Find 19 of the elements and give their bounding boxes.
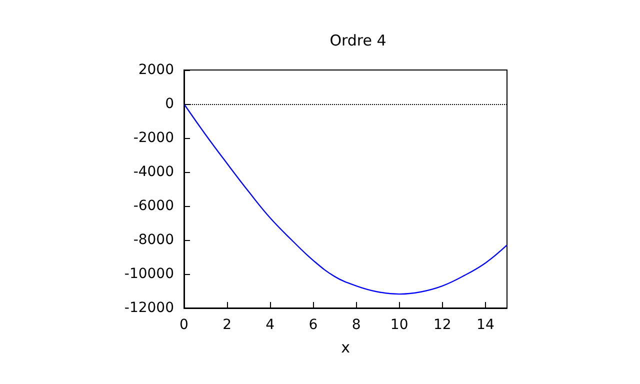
- y-tick-label: -4000: [133, 164, 174, 180]
- line-series: [183, 103, 508, 295]
- x-tick-label: 0: [180, 317, 188, 333]
- x-tick-label: 8: [352, 317, 361, 333]
- y-tick-label: -2000: [133, 130, 174, 146]
- x-tick-label: 12: [433, 317, 452, 333]
- y-tick-label: -8000: [133, 232, 174, 248]
- x-tick-label: 4: [266, 317, 275, 333]
- x-tick-label: 14: [476, 317, 494, 333]
- y-tick-label: -12000: [124, 300, 174, 316]
- x-tick-label: 10: [390, 317, 408, 333]
- x-axis-title: x: [341, 338, 350, 356]
- y-tick-label: 0: [165, 96, 174, 112]
- x-tick-label: 6: [308, 317, 318, 333]
- y-tick-label: -10000: [124, 266, 174, 282]
- x-tick-label: 2: [222, 317, 232, 333]
- y-tick-label: 2000: [138, 62, 174, 78]
- y-tick-label: -6000: [133, 198, 174, 214]
- chart-title: Ordre 4: [330, 32, 386, 50]
